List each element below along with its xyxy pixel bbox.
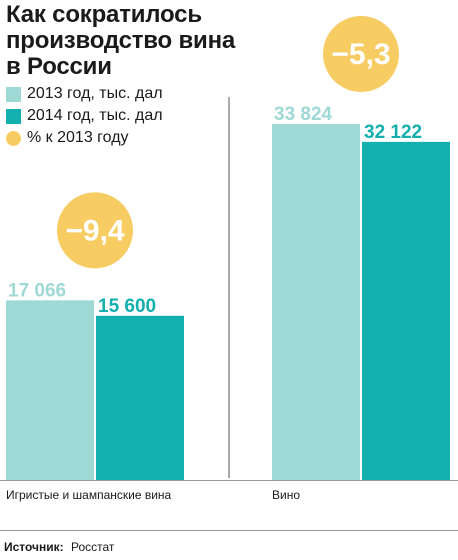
title-line: производство вина — [6, 27, 236, 54]
source-value: Росстат — [71, 540, 115, 554]
legend: 2013 год, тыс. дал 2014 год, тыс. дал % … — [6, 84, 163, 150]
bar-2014-0 — [96, 315, 184, 480]
bar-2014-1 — [362, 141, 450, 480]
category-label-sparkling: Игристые и шампанские вина — [6, 488, 172, 502]
percent-change-label: −9,4 — [65, 214, 125, 247]
chart-title: Как сократилось производство вина в Росс… — [6, 2, 306, 80]
bar-2013-0 — [6, 300, 94, 480]
legend-swatch-2014 — [6, 108, 21, 124]
footer-divider — [0, 530, 458, 531]
percent-change-badge — [323, 15, 399, 92]
legend-label-percent: % к 2013 году — [27, 129, 129, 146]
source-note: Источник: Росстат — [4, 540, 114, 554]
category-label-wine: Вино — [272, 488, 301, 502]
bar-value-label: 33 824 — [274, 104, 333, 125]
percent-change-badge — [57, 192, 133, 269]
legend-item-2014: 2014 год, тыс. дал — [6, 106, 163, 126]
bar-2013-1 — [272, 123, 360, 481]
legend-swatch-percent — [6, 130, 21, 146]
source-key: Источник: — [4, 540, 64, 554]
bar-value-label: 32 122 — [364, 122, 422, 143]
legend-label-2013: 2013 год, тыс. дал — [27, 85, 163, 102]
legend-item-percent: % к 2013 году — [6, 128, 163, 148]
legend-swatch-2013 — [6, 86, 21, 102]
legend-item-2013: 2013 год, тыс. дал — [6, 84, 163, 104]
bar-value-label: 17 066 — [8, 280, 66, 301]
legend-label-2014: 2014 год, тыс. дал — [27, 107, 163, 124]
title-line: Как сократилось — [6, 1, 202, 28]
title-line: в России — [6, 53, 112, 80]
bar-value-label: 15 600 — [98, 296, 156, 317]
percent-change-label: −5,3 — [331, 38, 390, 71]
